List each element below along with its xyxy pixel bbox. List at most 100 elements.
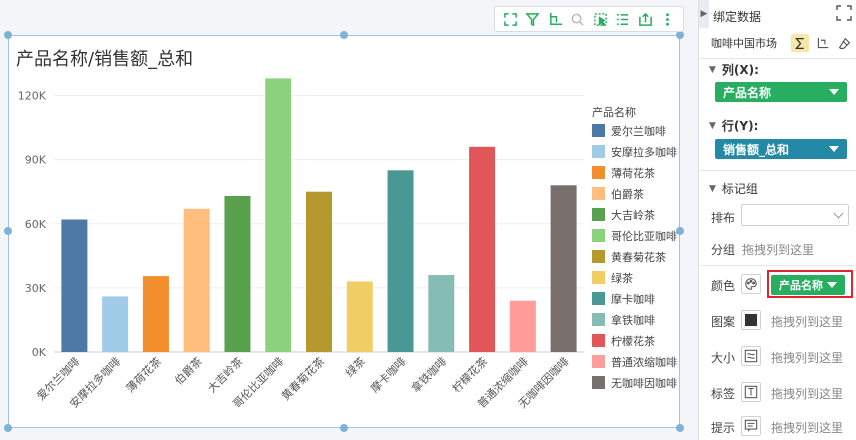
palette-icon[interactable]	[741, 274, 761, 294]
resize-handle-bm[interactable]	[340, 424, 348, 432]
legend-label: 大吉岭茶	[611, 208, 655, 222]
layout-select[interactable]	[741, 204, 849, 226]
data-source-name[interactable]: 咖啡中国市场	[711, 37, 777, 50]
size-icon[interactable]	[741, 346, 761, 366]
tag-label: 标签	[711, 387, 736, 401]
bar[interactable]	[102, 296, 129, 352]
bar[interactable]	[61, 219, 88, 352]
columns-label: 列(X):	[721, 63, 759, 77]
bar[interactable]	[387, 170, 414, 352]
resize-handle-tl[interactable]	[4, 31, 12, 39]
tooltip-dropzone[interactable]: 拖拽列到这里	[771, 421, 844, 435]
select-icon[interactable]	[591, 10, 609, 28]
panel-title: 绑定数据	[713, 10, 762, 24]
legend-label: 摩卡咖啡	[611, 292, 655, 306]
legend-label: 爱尔兰咖啡	[611, 124, 666, 138]
legend-swatch	[592, 334, 605, 347]
chart-title: 产品名称/销售额_总和	[16, 49, 194, 70]
rows-section-header[interactable]: ▼ 行(Y):	[709, 117, 758, 134]
legend-title: 产品名称	[592, 105, 636, 119]
caret-down-icon[interactable]	[827, 282, 837, 288]
axis-icon[interactable]	[813, 34, 831, 52]
columns-field-pill[interactable]: 产品名称	[715, 82, 847, 102]
legend-label: 黄春菊花茶	[611, 250, 666, 264]
chart-area: 产品名称/销售额_总和 0K 30K 60K 90K 120K 爱尔兰咖啡 安摩拉多咖啡 薄荷…	[4, 6, 684, 432]
collapse-panel-button[interactable]: ▶	[699, 0, 709, 28]
legend-label: 拿铁咖啡	[611, 313, 655, 327]
legend-swatch	[592, 376, 605, 389]
export-icon[interactable]	[636, 10, 654, 28]
group-dropzone[interactable]: 拖拽列到这里	[742, 243, 815, 257]
legend-label: 安摩拉多咖啡	[611, 145, 677, 159]
legend-swatch	[592, 166, 605, 179]
bar[interactable]	[224, 195, 251, 352]
divider	[699, 58, 856, 59]
legend-swatch	[592, 208, 605, 221]
resize-handle-tr[interactable]	[676, 31, 684, 39]
legend-label: 哥伦比亚咖啡	[611, 229, 677, 243]
tooltip-icon[interactable]	[741, 416, 761, 436]
tag-dropzone[interactable]: 拖拽列到这里	[771, 387, 844, 401]
tooltip-label: 提示	[711, 421, 736, 435]
resize-handle-ml[interactable]	[4, 227, 12, 235]
legend-swatch	[592, 292, 605, 305]
zoom-icon[interactable]	[569, 10, 587, 28]
chevron-down-icon	[833, 208, 844, 219]
pattern-icon[interactable]	[741, 310, 761, 330]
y-tick-label: 0K	[32, 346, 47, 359]
x-tick-label: 摩卡咖啡	[368, 354, 409, 395]
pattern-label: 图案	[711, 315, 736, 329]
resize-handle-bl[interactable]	[4, 424, 12, 432]
chevron-down-icon: ▼	[709, 64, 716, 75]
y-tick-label: 90K	[25, 154, 47, 167]
bar[interactable]	[265, 78, 292, 352]
expand-icon[interactable]	[836, 5, 852, 21]
filter-icon[interactable]	[524, 10, 542, 28]
x-tick-label: 拿铁咖啡	[408, 354, 449, 395]
eraser-icon[interactable]	[835, 34, 853, 52]
sigma-icon[interactable]	[791, 34, 809, 52]
legend-swatch	[592, 313, 605, 326]
legend-label: 伯爵茶	[611, 187, 644, 201]
rows-field-label: 销售额_总和	[723, 142, 790, 157]
bar[interactable]	[346, 281, 373, 352]
resize-handle-mr[interactable]	[676, 227, 684, 235]
y-tick-label: 30K	[25, 282, 47, 295]
color-field-pill[interactable]: 产品名称	[771, 275, 845, 295]
legend-swatch	[592, 229, 605, 242]
bar[interactable]	[142, 276, 169, 352]
bar[interactable]	[550, 185, 577, 352]
tag-icon[interactable]	[741, 382, 761, 402]
legend-label: 绿茶	[611, 271, 633, 285]
chevron-down-icon: ▼	[709, 120, 716, 131]
columns-section-header[interactable]: ▼ 列(X):	[709, 61, 759, 78]
chart-toolbar	[494, 6, 684, 32]
fullscreen-icon[interactable]	[501, 10, 519, 28]
resize-handle-tm[interactable]	[340, 31, 348, 39]
y-tick-label: 120K	[18, 90, 47, 103]
rows-field-pill[interactable]: 销售额_总和	[715, 139, 847, 159]
axis-swap-icon[interactable]	[546, 10, 564, 28]
bar[interactable]	[183, 208, 210, 352]
bar[interactable]	[469, 146, 496, 352]
caret-down-icon[interactable]	[829, 146, 839, 152]
legend-swatch	[592, 145, 605, 158]
list-icon[interactable]	[614, 10, 632, 28]
marks-label: 标记组	[721, 182, 758, 196]
x-tick-label: 伯爵茶	[172, 354, 205, 387]
divider	[699, 170, 856, 171]
group-label: 分组	[711, 243, 736, 257]
marks-section-header[interactable]: ▼ 标记组	[709, 180, 758, 197]
legend-label: 柠檬花茶	[611, 334, 655, 348]
more-icon[interactable]	[659, 10, 677, 28]
bar[interactable]	[306, 191, 332, 352]
bar[interactable]	[509, 300, 536, 352]
caret-down-icon[interactable]	[829, 89, 839, 95]
pattern-dropzone[interactable]: 拖拽列到这里	[771, 315, 844, 329]
legend-swatch	[592, 187, 605, 200]
size-dropzone[interactable]: 拖拽列到这里	[771, 351, 844, 365]
resize-handle-br[interactable]	[676, 424, 684, 432]
color-label: 颜色	[711, 279, 736, 293]
bar[interactable]	[428, 275, 455, 352]
